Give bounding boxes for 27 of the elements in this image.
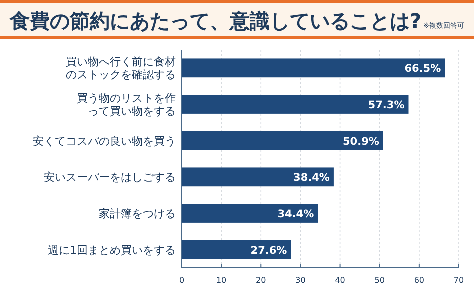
x-tick-label: 40 bbox=[335, 276, 346, 285]
data-label: 50.9% bbox=[342, 136, 380, 148]
data-label: 27.6% bbox=[250, 244, 288, 257]
y-tick-label: 週に1回まとめ買いをする bbox=[48, 244, 176, 257]
data-label: 57.3% bbox=[368, 100, 406, 112]
data-label: 34.4% bbox=[278, 208, 315, 220]
x-tick-label: 50 bbox=[374, 276, 385, 285]
x-tick-label: 30 bbox=[296, 276, 306, 285]
y-tick-label: 安くてコスパの良い物を買う bbox=[33, 134, 176, 148]
bar bbox=[182, 168, 334, 187]
y-tick-label: 買い物へ行く前に食材のストックを確認する bbox=[66, 56, 176, 82]
y-tick-label: 家計簿をつける bbox=[99, 208, 176, 220]
x-tick-label: 70 bbox=[454, 276, 464, 285]
bar bbox=[182, 95, 409, 114]
x-tick-label: 20 bbox=[256, 276, 266, 285]
x-tick-label: 10 bbox=[216, 276, 227, 285]
y-tick-label: 買う物のリストを作って買い物をする bbox=[77, 92, 176, 118]
bar bbox=[182, 240, 292, 260]
data-label: 66.5% bbox=[404, 63, 442, 76]
bar bbox=[182, 204, 318, 223]
x-tick-label: 60 bbox=[414, 276, 425, 285]
y-tick-label: 安いスーパーをはしごする bbox=[44, 171, 176, 184]
bar bbox=[182, 131, 384, 150]
x-tick-label: 0 bbox=[179, 276, 185, 285]
chart-title: 食費の節約にあたって、意識していることは? bbox=[9, 9, 422, 33]
bar bbox=[182, 58, 446, 78]
data-label: 38.4% bbox=[294, 172, 330, 184]
